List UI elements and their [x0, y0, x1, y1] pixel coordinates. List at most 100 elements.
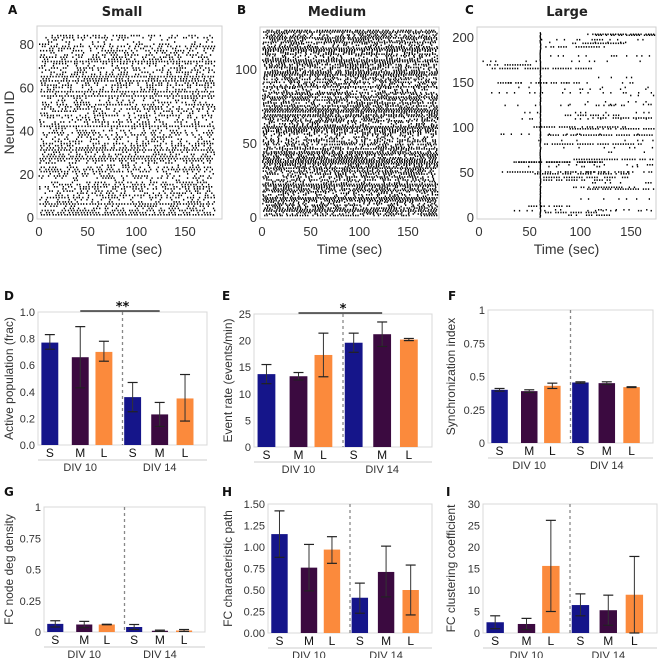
- spike-dot: [85, 147, 87, 149]
- spike-dot: [187, 62, 189, 65]
- spike-dot: [168, 54, 170, 56]
- spike-dot: [386, 214, 388, 217]
- spike-dot: [435, 152, 438, 155]
- spike-dot: [180, 75, 182, 78]
- spike-dot: [146, 82, 148, 84]
- spike-dot: [94, 108, 96, 110]
- spike-dot: [198, 95, 201, 97]
- spike-dot: [72, 36, 74, 39]
- spike-dot: [159, 34, 161, 37]
- spike-dot: [274, 180, 276, 183]
- spike-dot: [343, 192, 345, 195]
- spike-dot: [95, 54, 98, 56]
- spike-dot: [65, 67, 67, 69]
- spike-dot: [58, 86, 60, 89]
- spike-dot: [122, 166, 124, 169]
- spike-dot: [41, 108, 43, 110]
- spike-dot: [334, 171, 336, 174]
- spike-dot: [84, 207, 86, 210]
- spike-dot: [118, 170, 121, 173]
- spike-dot: [357, 189, 359, 192]
- spike-dot: [69, 140, 71, 143]
- spike-dot: [424, 160, 426, 162]
- spike-dot: [345, 174, 347, 177]
- spike-dot: [332, 149, 334, 152]
- spike-dot: [292, 198, 295, 200]
- spike-dot: [122, 125, 124, 128]
- spike-dot: [340, 154, 342, 156]
- spike-dot: [134, 177, 136, 179]
- spike-dot: [427, 194, 429, 196]
- spike-dot: [115, 181, 117, 184]
- spike-dot: [361, 210, 364, 212]
- spike-dot: [149, 52, 151, 54]
- spike-dot: [159, 211, 161, 214]
- spike-dot: [324, 162, 326, 165]
- spike-dot: [432, 213, 434, 215]
- spike-dot: [377, 199, 379, 202]
- spike-dot: [131, 214, 133, 216]
- spike-dot: [302, 155, 305, 158]
- spike-dot: [324, 192, 327, 195]
- spike-dot: [427, 201, 429, 203]
- spike-dot: [78, 54, 80, 56]
- spike-dot: [209, 142, 212, 145]
- spike-dot: [133, 211, 135, 214]
- spike-dot: [268, 157, 270, 159]
- spike-dot: [345, 205, 347, 208]
- spike-dot: [403, 188, 406, 190]
- spike-dot: [131, 106, 133, 108]
- spike-dot: [379, 151, 381, 153]
- spike-dot: [44, 108, 46, 110]
- spike-dot: [370, 173, 372, 175]
- spike-dot: [108, 155, 110, 158]
- spike-dot: [210, 86, 212, 89]
- spike-dot: [55, 90, 57, 93]
- spike-dot: [287, 208, 289, 211]
- spike-dot: [323, 186, 325, 189]
- spike-dot: [83, 168, 85, 171]
- spike-dot: [181, 209, 183, 212]
- spike-dot: [392, 189, 394, 192]
- spike-dot: [346, 199, 348, 202]
- spike-dot: [279, 197, 281, 199]
- spike-dot: [94, 203, 97, 205]
- spike-dot: [323, 183, 325, 186]
- spike-dot: [97, 80, 100, 82]
- spike-dot: [341, 158, 343, 161]
- spike-dot: [336, 199, 338, 202]
- spike-dot: [369, 185, 371, 187]
- spike-dot: [101, 170, 103, 173]
- spike-dot: [170, 101, 172, 104]
- spike-dot: [310, 191, 312, 193]
- spike-dot: [178, 175, 181, 177]
- spike-dot: [80, 132, 82, 134]
- spike-dot: [329, 173, 331, 175]
- spike-dot: [63, 121, 65, 123]
- spike-dot: [136, 149, 138, 151]
- spike-dot: [413, 208, 415, 211]
- spike-dot: [71, 132, 73, 134]
- spike-dot: [89, 203, 91, 205]
- spike-dot: [134, 194, 136, 197]
- spike-dot: [273, 185, 275, 187]
- spike-dot: [411, 174, 413, 177]
- spike-dot: [189, 112, 191, 115]
- spike-dot: [202, 179, 204, 182]
- spike-dot: [46, 155, 48, 158]
- spike-dot: [419, 161, 421, 163]
- spike-dot: [125, 125, 127, 128]
- spike-dot: [191, 56, 194, 58]
- spike-dot: [365, 173, 367, 175]
- spike-dot: [326, 210, 328, 212]
- spike-dot: [149, 196, 151, 199]
- spike-dot: [98, 157, 100, 160]
- spike-dot: [409, 198, 411, 200]
- spike-dot: [320, 180, 322, 183]
- spike-dot: [40, 138, 43, 140]
- spike-dot: [112, 73, 114, 76]
- spike-dot: [111, 209, 114, 212]
- spike-dot: [149, 179, 152, 182]
- spike-dot: [293, 204, 295, 206]
- spike-dot: [394, 151, 396, 153]
